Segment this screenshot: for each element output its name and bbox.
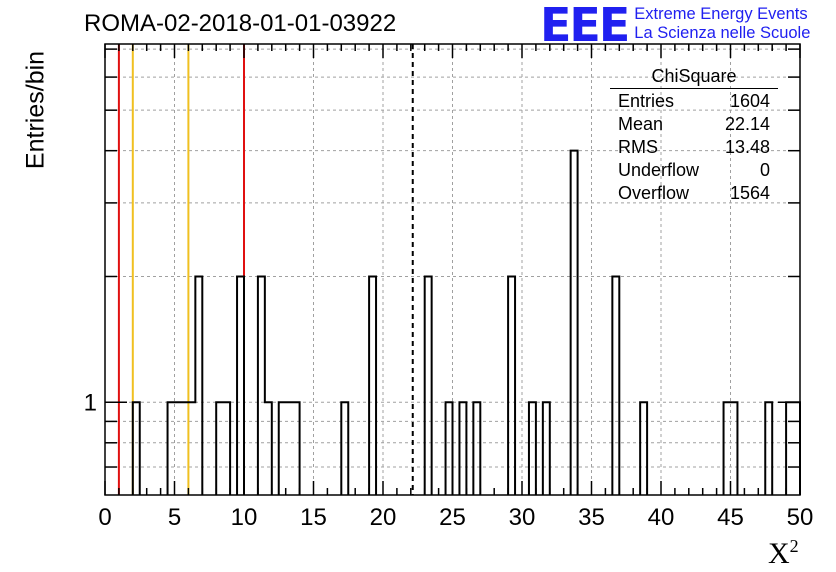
tick-label-layer: 0 5 10 15 20 25 30 35 40 45 50 1 [84,389,814,531]
histogram-bin [279,402,286,495]
stats-value: 22.14 [724,114,770,134]
stats-row-entries: Entries 1604 [610,90,778,113]
stats-row-mean: Mean 22.14 [610,113,778,136]
stats-label: Overflow [618,183,690,203]
histogram-bin [731,402,738,495]
stats-value: 0 [759,160,770,180]
stats-label: Entries [618,91,675,111]
histogram-bin [133,402,140,495]
histogram-bin [473,402,480,495]
x-tick-label: 30 [509,504,536,531]
x-tick-label: 40 [648,504,675,531]
histogram-bin [508,276,515,495]
x-tick-label: 0 [98,504,111,531]
histogram-bin [168,402,175,495]
x-axis-label-base: X [768,537,790,570]
histogram-bin [459,402,466,495]
histogram-bin [237,276,244,495]
eee-logo-text: EEE [540,0,630,52]
histogram-bin [175,402,182,495]
histogram-bin [640,402,647,495]
stats-box: ChiSquare Entries 1604 Mean 22.14 RMS 13.48… [610,66,778,205]
x-tick-label: 10 [231,504,258,531]
eee-logo: EEE Extreme Energy Events La Scienza nel… [540,2,810,48]
eee-logo-caption: Extreme Energy Events La Scienza nelle S… [634,5,810,43]
x-tick-label: 50 [787,504,814,531]
histogram-bin [258,276,265,495]
histogram-bin [188,402,195,495]
x-tick-label: 5 [168,504,181,531]
histogram-bin [529,402,536,495]
histogram-bin [543,402,550,495]
stats-value: 1564 [729,183,770,203]
chart-title: ROMA-02-2018-01-01-03922 [84,10,397,37]
stats-box-title: ChiSquare [610,66,778,89]
x-tick-label: 45 [717,504,744,531]
logo-line-1: Extreme Energy Events [634,5,808,23]
histogram-bin [571,151,578,495]
histogram-bin [793,402,800,495]
stats-row-overflow: Overflow 1564 [610,182,778,205]
histogram-bin [724,402,731,495]
x-tick-label: 20 [370,504,397,531]
histogram-bin [341,402,348,495]
x-tick-label: 25 [439,504,466,531]
histogram-bin [293,402,300,495]
axis-layer [104,43,801,496]
histogram-bin [765,402,772,495]
histogram-bin [265,402,272,495]
histogram-layer [131,149,801,495]
histogram-bin [786,402,793,495]
histogram-bin [195,276,202,495]
histogram-bin [369,276,376,495]
x-tick-label: 15 [300,504,327,531]
logo-line-2: La Scienza nelle Scuole [634,24,811,42]
stats-row-rms: RMS 13.48 [610,136,778,159]
x-axis-label: X2 [768,536,799,571]
histogram-bin [446,402,453,495]
stats-value: 13.48 [724,137,770,157]
histogram-bin [181,402,188,495]
y-axis-label: Entries/bin [21,50,50,170]
y-tick-label: 1 [84,389,97,416]
x-tick-label: 35 [578,504,605,531]
stats-value: 1604 [729,91,770,111]
histogram-bin [223,402,230,495]
histogram-bin [612,276,619,495]
stats-label: Mean [618,114,664,134]
histogram-bin [216,402,223,495]
stats-label: Underflow [618,160,700,180]
x-axis-label-exponent: 2 [789,536,799,556]
histogram-bin [425,276,432,495]
histogram-bin [286,402,293,495]
histogram-outline [131,149,801,495]
stats-row-underflow: Underflow 0 [610,159,778,182]
stats-label: RMS [618,137,658,157]
